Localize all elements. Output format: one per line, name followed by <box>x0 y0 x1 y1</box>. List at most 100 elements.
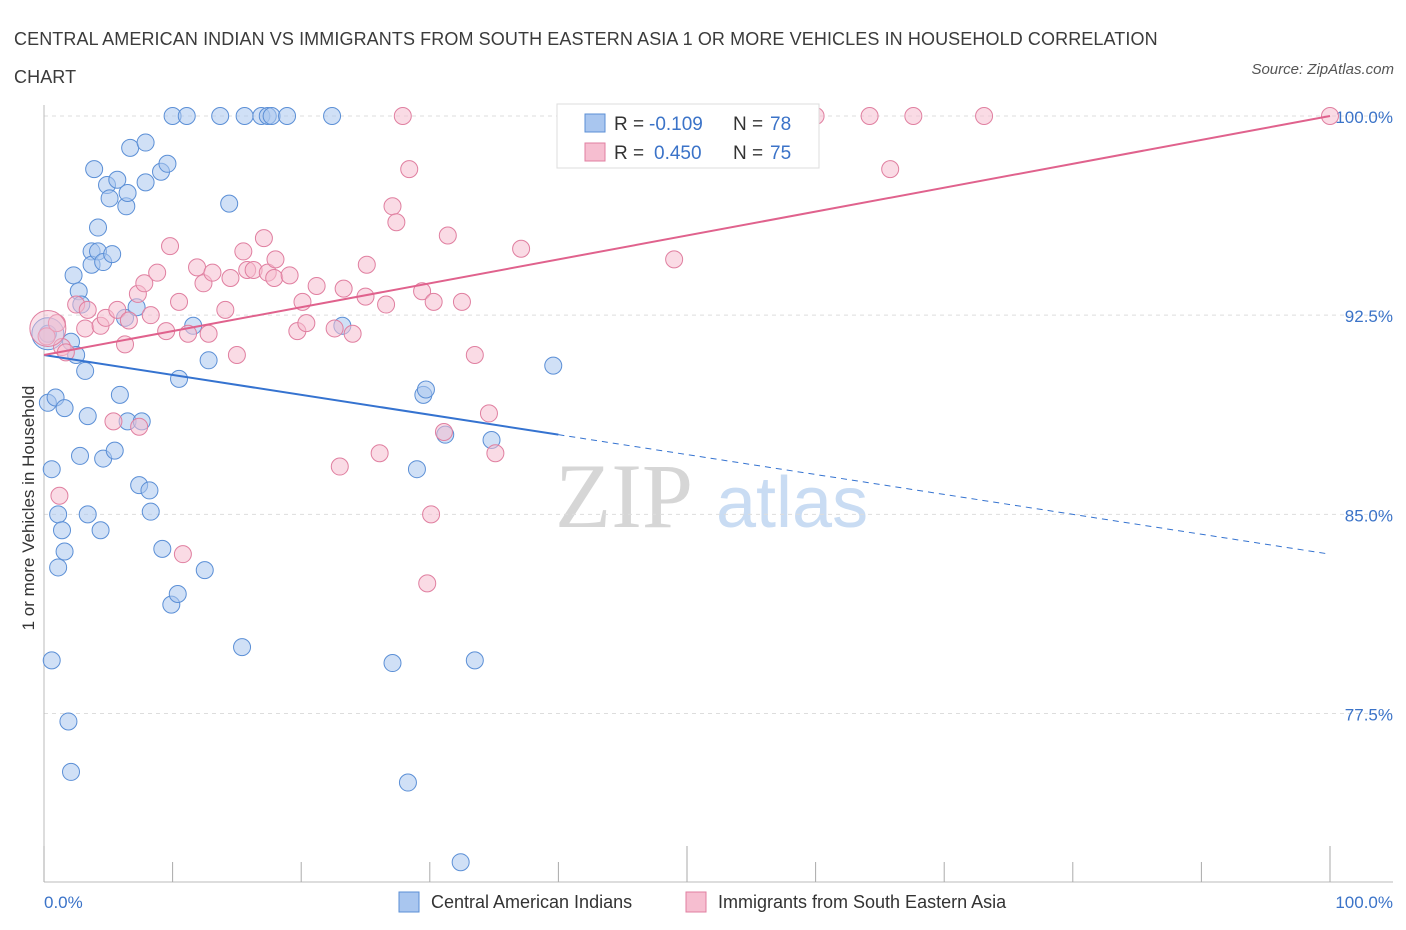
legend-n-value-1: 78 <box>770 114 791 135</box>
series-immigrants-se-asia <box>29 107 1339 593</box>
data-point-central-american-indian <box>158 154 177 173</box>
data-point-central-american-indian <box>121 138 140 157</box>
data-point-central-american-indian <box>211 107 230 125</box>
data-point-central-american-indian <box>42 460 61 479</box>
data-point-se-asia-immigrant <box>512 239 531 258</box>
data-point-se-asia-immigrant <box>422 505 441 524</box>
data-point-central-american-indian <box>141 502 160 521</box>
data-point-central-american-indian <box>544 356 563 375</box>
axes <box>43 105 1393 883</box>
data-point-se-asia-immigrant <box>904 107 923 125</box>
data-point-se-asia-immigrant <box>265 268 284 287</box>
data-point-central-american-indian <box>105 441 124 460</box>
data-point-central-american-indian <box>195 561 214 580</box>
data-point-se-asia-immigrant <box>119 311 138 330</box>
data-point-se-asia-immigrant <box>234 242 253 261</box>
data-point-central-american-indian <box>323 107 342 125</box>
legend-r-value-2: 0.450 <box>654 143 702 164</box>
data-point-se-asia-immigrant <box>370 444 389 463</box>
data-point-se-asia-immigrant <box>413 282 432 301</box>
data-point-central-american-indian <box>89 218 108 237</box>
data-point-central-american-indian <box>136 133 155 152</box>
data-point-central-american-indian <box>100 189 119 208</box>
data-point-se-asia-immigrant <box>148 263 167 282</box>
data-point-central-american-indian <box>199 351 218 370</box>
data-point-se-asia-immigrant <box>330 457 349 476</box>
data-point-central-american-indian <box>168 585 187 603</box>
data-point-se-asia-immigrant <box>188 258 207 277</box>
data-point-se-asia-immigrant <box>357 255 376 274</box>
data-point-se-asia-immigrant <box>50 486 69 505</box>
correlation-legend: R = -0.109 N = 78 R = 0.450 N = 75 <box>556 103 820 169</box>
data-point-central-american-indian <box>451 853 470 872</box>
data-point-se-asia-immigrant <box>227 346 246 364</box>
chart-title: CENTRAL AMERICAN INDIAN VS IMMIGRANTS FR… <box>14 29 1158 87</box>
data-point-se-asia-immigrant <box>161 237 180 256</box>
data-point-central-american-indian <box>118 184 137 203</box>
data-point-se-asia-immigrant <box>424 292 443 311</box>
data-point-central-american-indian <box>108 170 127 189</box>
data-point-central-american-indian <box>170 369 189 388</box>
data-point-se-asia-immigrant <box>387 213 406 232</box>
data-point-se-asia-immigrant <box>297 314 316 333</box>
data-point-se-asia-immigrant <box>170 292 189 311</box>
data-point-central-american-indian <box>55 542 74 561</box>
y-tick-label: 77.5% <box>1345 706 1393 725</box>
trend-line-blue-extension <box>558 434 1331 555</box>
x-tick-label-min: 0.0% <box>44 893 83 912</box>
legend-r-label-1: R = <box>614 114 644 135</box>
x-tick-label-max: 100.0% <box>1335 893 1393 912</box>
data-point-se-asia-immigrant <box>465 346 484 364</box>
data-point-central-american-indian <box>85 160 104 179</box>
data-point-central-american-indian <box>110 385 129 404</box>
legend-r-label-2: R = <box>614 143 644 164</box>
data-point-se-asia-immigrant <box>452 292 471 311</box>
data-point-se-asia-immigrant <box>479 404 498 423</box>
legend-swatch-blue <box>584 113 606 133</box>
data-point-se-asia-immigrant <box>76 319 95 338</box>
data-point-central-american-indian <box>91 521 110 540</box>
data-point-central-american-indian <box>220 194 239 213</box>
data-point-se-asia-immigrant <box>665 250 684 269</box>
grid-lines <box>44 115 1393 714</box>
data-point-se-asia-immigrant <box>203 263 222 282</box>
data-point-central-american-indian <box>465 651 484 670</box>
data-point-central-american-indian <box>233 638 252 657</box>
data-point-central-american-indian <box>383 654 402 673</box>
data-point-central-american-indian <box>407 460 426 479</box>
data-point-se-asia-immigrant <box>975 107 994 125</box>
data-point-central-american-indian <box>416 380 435 399</box>
data-point-se-asia-immigrant <box>254 229 273 248</box>
data-point-se-asia-immigrant <box>173 545 192 564</box>
x-ticks <box>43 846 1331 882</box>
data-point-central-american-indian <box>278 107 297 125</box>
trend-line-pink <box>43 115 1331 356</box>
watermark-zip: ZIP <box>555 445 693 547</box>
data-point-se-asia-immigrant <box>438 226 457 245</box>
data-point-se-asia-immigrant <box>434 423 453 442</box>
y-axis-label: 1 or more Vehicles in Household <box>19 386 38 631</box>
data-point-se-asia-immigrant <box>400 160 419 179</box>
data-point-central-american-indian <box>53 521 72 540</box>
trend-lines <box>43 115 1331 555</box>
data-point-se-asia-immigrant <box>130 417 149 436</box>
data-point-se-asia-immigrant <box>108 300 127 319</box>
data-point-central-american-indian <box>398 773 417 792</box>
legend-n-label-2: N = <box>733 143 763 164</box>
data-point-central-american-indian <box>76 361 95 380</box>
data-point-se-asia-immigrant <box>221 268 240 287</box>
data-point-se-asia-immigrant <box>486 444 505 463</box>
data-point-central-american-indian <box>235 107 254 125</box>
legend-n-value-2: 75 <box>770 143 791 164</box>
data-point-se-asia-immigrant <box>383 197 402 216</box>
data-point-central-american-indian <box>59 712 78 731</box>
data-point-central-american-indian <box>153 539 172 558</box>
data-point-se-asia-immigrant <box>334 279 353 298</box>
watermark-atlas: atlas <box>716 463 868 543</box>
data-point-se-asia-immigrant <box>199 324 218 343</box>
y-tick-label: 100.0% <box>1335 108 1393 127</box>
y-tick-labels: 77.5% 85.0% 92.5% 100.0% <box>1335 108 1393 725</box>
data-point-se-asia-immigrant <box>135 274 154 293</box>
series-central-american-indians <box>31 107 563 872</box>
